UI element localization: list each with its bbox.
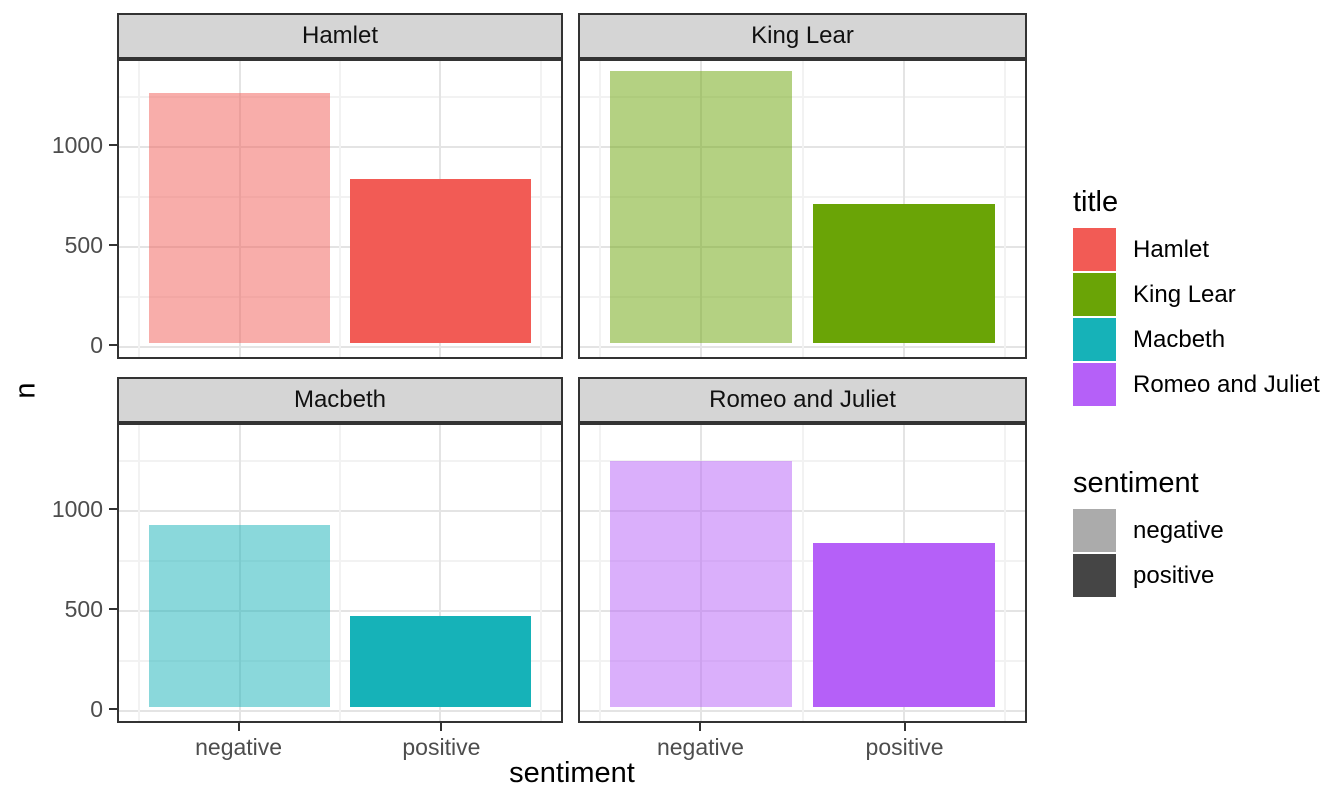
- facet-strip-king-lear: King Lear: [578, 13, 1027, 59]
- legend-label-positive: positive: [1133, 561, 1215, 589]
- gridline-minor-x0: [138, 425, 141, 721]
- gridline-minor-x1: [339, 425, 341, 721]
- bar-romeo-and-juliet-positive: [812, 542, 995, 708]
- facet-panel-king-lear: [578, 59, 1027, 359]
- y-tickmark-0: [109, 344, 117, 347]
- legend-item-negative: negative: [1073, 508, 1341, 553]
- legend-title-fill: title: [1073, 186, 1119, 218]
- legend-label-hamlet: Hamlet: [1133, 235, 1210, 263]
- x-tickmark-positive-col0: [440, 723, 443, 731]
- gridline-minor-x1: [801, 425, 804, 721]
- legend-items-sentiment: negative positive: [1073, 508, 1341, 598]
- gridline-minor-x0: [599, 425, 602, 721]
- y-tick-label-500: 500: [64, 596, 103, 623]
- legend-item-positive: positive: [1073, 553, 1341, 598]
- facet-panel-hamlet: [117, 59, 563, 359]
- legend-item-macbeth: Macbeth: [1073, 317, 1341, 362]
- bar-hamlet-negative: [149, 92, 330, 344]
- bar-hamlet-positive: [350, 178, 531, 344]
- facet-panel-macbeth: [117, 423, 563, 723]
- y-tickmark-0: [109, 708, 117, 711]
- y-tick-label-1000: 1000: [51, 131, 103, 158]
- legend-swatch-positive: [1073, 554, 1116, 597]
- x-axis-title: sentiment: [509, 757, 635, 789]
- y-tick-label-1000: 1000: [51, 495, 103, 522]
- legend-item-romeo-and-juliet: Romeo and Juliet: [1073, 362, 1341, 407]
- legend: title Hamlet King Lear Macbeth Romeo and Ju…: [1073, 186, 1341, 598]
- x-tick-label-positive-col1: positive: [865, 734, 944, 760]
- facet-strip-romeo-and-juliet: Romeo and Juliet: [578, 377, 1027, 423]
- legend-swatch-macbeth: [1073, 318, 1116, 361]
- gridline-minor-x1: [339, 61, 341, 357]
- legend-item-king-lear: King Lear: [1073, 272, 1341, 317]
- y-axis-title: n: [9, 382, 42, 399]
- x-tickmark-positive-col1: [903, 723, 906, 731]
- bar-romeo-and-juliet-negative: [610, 460, 793, 708]
- legend-label-king-lear: King Lear: [1133, 280, 1236, 308]
- x-tickmark-negative-col1: [699, 723, 702, 731]
- x-tick-label-negative-col0: negative: [195, 734, 283, 760]
- legend-label-macbeth: Macbeth: [1133, 325, 1226, 353]
- facet-strip-label-macbeth: Macbeth: [293, 386, 387, 413]
- legend-title-sentiment: sentiment: [1073, 467, 1199, 499]
- legend-label-romeo-and-juliet: Romeo and Juliet: [1133, 370, 1320, 398]
- bar-king-lear-negative: [610, 70, 793, 344]
- legend-swatch-king-lear: [1073, 273, 1116, 316]
- legend-label-negative: negative: [1133, 516, 1224, 544]
- x-tickmark-negative-col0: [237, 723, 240, 731]
- gridline-minor-x2: [1003, 61, 1006, 357]
- y-tick-label-0: 0: [90, 696, 103, 723]
- gridline-minor-x2: [539, 425, 542, 721]
- bar-king-lear-positive: [812, 204, 995, 344]
- legend-swatch-hamlet: [1073, 228, 1116, 271]
- gridline-minor-x2: [539, 61, 542, 357]
- facet-strip-hamlet: Hamlet: [117, 13, 563, 59]
- y-tickmark-1000: [109, 507, 117, 510]
- bar-macbeth-positive: [350, 616, 531, 708]
- y-tick-label-0: 0: [90, 332, 103, 359]
- legend-swatch-negative: [1073, 509, 1116, 552]
- y-tickmark-500: [109, 608, 117, 611]
- facet-strip-macbeth: Macbeth: [117, 377, 563, 423]
- legend-item-hamlet: Hamlet: [1073, 227, 1341, 272]
- x-tick-label-positive-col0: positive: [402, 734, 481, 760]
- legend-items-fill: Hamlet King Lear Macbeth Romeo and Juliet: [1073, 227, 1341, 407]
- y-tickmark-1000: [109, 143, 117, 146]
- x-tick-label-negative-col1: negative: [656, 734, 744, 760]
- y-tick-label-500: 500: [64, 232, 103, 259]
- gridline-minor-x0: [599, 61, 602, 357]
- gridline-minor-x1: [801, 61, 804, 357]
- gridline-minor-x2: [1003, 425, 1006, 721]
- bar-macbeth-negative: [149, 524, 330, 708]
- facet-panel-romeo-and-juliet: [578, 423, 1027, 723]
- gridline-minor-x0: [138, 61, 141, 357]
- y-tickmark-500: [109, 244, 117, 247]
- facet-strip-label-king-lear: King Lear: [751, 22, 854, 49]
- legend-swatch-romeo-and-juliet: [1073, 363, 1116, 406]
- facet-strip-label-romeo-and-juliet: Romeo and Juliet: [709, 386, 896, 413]
- gridline-major-x1: [439, 425, 442, 721]
- facet-strip-label-hamlet: Hamlet: [301, 22, 379, 49]
